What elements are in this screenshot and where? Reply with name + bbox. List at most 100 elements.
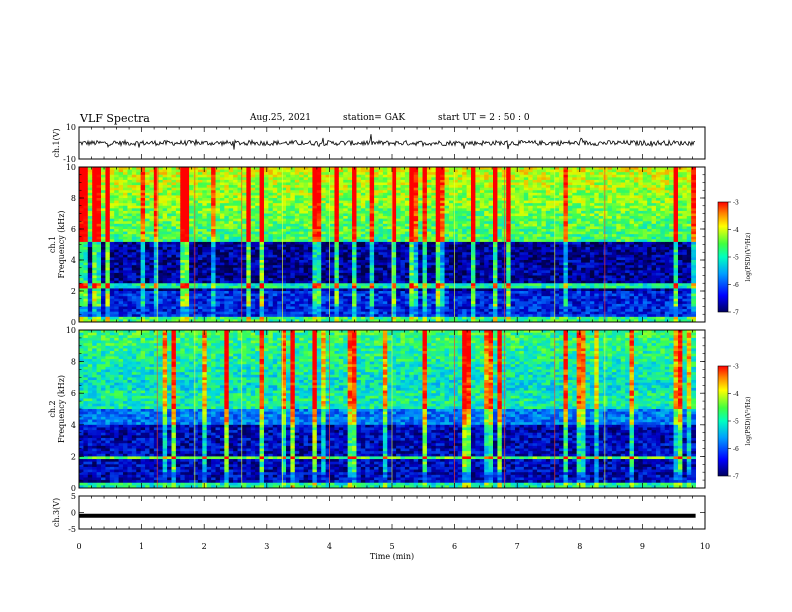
ch1-spectrogram-cell xyxy=(189,316,194,320)
ch1-spectrogram-cell xyxy=(105,272,111,276)
ch1-spectrogram-cell xyxy=(281,174,287,178)
ch1-spectrogram-cell xyxy=(233,205,238,209)
ch1-spectrogram-cell xyxy=(127,231,133,235)
ch1-spectrogram-cell xyxy=(352,177,357,181)
ch1-spectrogram-cell xyxy=(118,185,124,189)
ch1-spectrogram-cell xyxy=(440,254,445,258)
ch1-spectrogram-cell xyxy=(378,291,384,294)
ch1-spectrogram-cell xyxy=(330,316,335,320)
ch1-spectrogram-cell xyxy=(330,231,335,235)
ch1-spectrogram-cell xyxy=(286,198,291,201)
ch1-spectrogram-cell xyxy=(105,298,111,302)
ch1-spectrogram-cell xyxy=(347,182,353,186)
ch1-spectrogram-cell xyxy=(206,291,212,294)
ch1-spectrogram-cell xyxy=(149,303,155,307)
ch1-spectrogram-cell xyxy=(360,257,366,261)
ch1-spectrogram-cell xyxy=(101,198,106,201)
ch1-spectrogram-cell xyxy=(374,296,379,300)
ch1-spectrogram-cell xyxy=(396,301,401,305)
ch1-spectrogram-cell xyxy=(330,291,335,294)
ch1-spectrogram-cell xyxy=(87,301,93,305)
ch1-spectrogram-cell xyxy=(79,288,84,292)
ch1-spectrogram-cell xyxy=(237,265,243,269)
ch1-spectrogram-cell xyxy=(290,254,296,258)
ch1-spectrogram-cell xyxy=(219,203,225,207)
ch1-spectrogram-cell xyxy=(215,291,221,294)
ch1-spectrogram-cell xyxy=(136,177,142,181)
ch1-spectrogram-cell xyxy=(193,239,199,243)
ch1-spectrogram-cell xyxy=(312,187,318,191)
ch1-spectrogram-cell xyxy=(277,174,282,178)
ch1-spectrogram-cell xyxy=(197,247,203,251)
ch1-spectrogram-cell xyxy=(290,218,296,222)
ch1-spectrogram-cell xyxy=(101,172,106,176)
ch1-spectrogram-cell xyxy=(413,192,419,196)
ch1-spectrogram-cell xyxy=(413,309,419,313)
ch1-spectrogram-cell xyxy=(193,272,199,276)
ch1-spectrogram-cell xyxy=(338,316,344,320)
ch1-spectrogram-cell xyxy=(422,223,428,227)
ch1-spectrogram-cell xyxy=(356,316,362,320)
ch1-spectrogram-cell xyxy=(136,265,142,269)
ch1-spectrogram-cell xyxy=(233,267,238,271)
ch1-spectrogram-cell xyxy=(167,205,172,209)
ch1-spectrogram-cell xyxy=(312,293,318,297)
ch1-spectrogram-cell xyxy=(105,195,111,199)
ch1-spectrogram-cell xyxy=(272,169,278,173)
ch1-spectrogram-cell xyxy=(241,187,247,191)
ch1-spectrogram-cell xyxy=(418,195,423,199)
ch1-spectrogram-cell xyxy=(431,190,437,194)
ch1-spectrogram-cell xyxy=(189,205,194,209)
ch1-spectrogram-cell xyxy=(189,213,194,217)
ch1-spectrogram-cell xyxy=(140,254,146,258)
ch1-spectrogram-cell xyxy=(334,169,340,173)
ch1-spectrogram-cell xyxy=(400,216,406,220)
ch1-spectrogram-cell xyxy=(396,288,401,292)
ch1-spectrogram-cell xyxy=(365,223,371,227)
ch1-spectrogram-cell xyxy=(255,296,260,300)
ch1-spectrogram-cell xyxy=(321,260,327,263)
ch1-spectrogram-cell xyxy=(189,270,194,274)
ch1-spectrogram-cell xyxy=(404,208,410,212)
ch1-spectrogram-cell xyxy=(83,249,89,253)
ch1-spectrogram-cell xyxy=(255,278,260,282)
ch1-spectrogram-cell xyxy=(426,205,432,209)
ch1-spectrogram-cell xyxy=(215,311,221,315)
ch1-spectrogram-cell xyxy=(290,293,296,297)
ch1-spectrogram-cell xyxy=(347,169,353,173)
ch1-spectrogram-cell xyxy=(246,283,252,287)
ch1-spectrogram-cell xyxy=(378,229,384,232)
ch1-spectrogram-cell xyxy=(158,252,164,256)
ch1-spectrogram-cell xyxy=(360,174,366,178)
ch1-spectrogram-cell xyxy=(400,291,406,294)
ch1-spectrogram-cell xyxy=(87,254,93,258)
ch1-spectrogram-cell xyxy=(281,254,287,258)
ch1-spectrogram-cell xyxy=(123,306,128,310)
ch1-spectrogram-cell xyxy=(101,249,106,253)
ch1-spectrogram-cell xyxy=(184,285,190,289)
ch1-spectrogram-cell xyxy=(334,319,340,323)
ch1-spectrogram-cell xyxy=(79,218,84,222)
ch1-spectrogram-cell xyxy=(356,210,362,214)
ch1-spectrogram-cell xyxy=(255,172,260,176)
ch1-spectrogram-cell xyxy=(197,257,203,261)
ch1-spectrogram-cell xyxy=(114,272,120,276)
ch1-spectrogram-cell xyxy=(162,231,168,235)
ch1-spectrogram-cell xyxy=(83,285,89,289)
ch1-spectrogram-cell xyxy=(396,244,401,248)
ch1-spectrogram-cell xyxy=(387,293,393,297)
ch1-spectrogram-cell xyxy=(96,270,102,274)
ch1-spectrogram-cell xyxy=(374,198,379,201)
ch1-spectrogram-cell xyxy=(391,185,397,189)
ch1-spectrogram-cell xyxy=(418,239,423,243)
ch1-spectrogram-cell xyxy=(158,260,164,263)
ch1-spectrogram-cell xyxy=(378,257,384,261)
ch1-spectrogram-cell xyxy=(312,303,318,307)
ch1-spectrogram-cell xyxy=(189,195,194,199)
ch1-spectrogram-cell xyxy=(404,226,410,230)
ch1-spectrogram-cell xyxy=(140,278,146,282)
ch1-spectrogram-cell xyxy=(356,218,362,222)
ch1-spectrogram-cell xyxy=(224,213,230,217)
ch1-spectrogram-cell xyxy=(281,267,287,271)
ch1-spectrogram-cell xyxy=(92,190,98,194)
